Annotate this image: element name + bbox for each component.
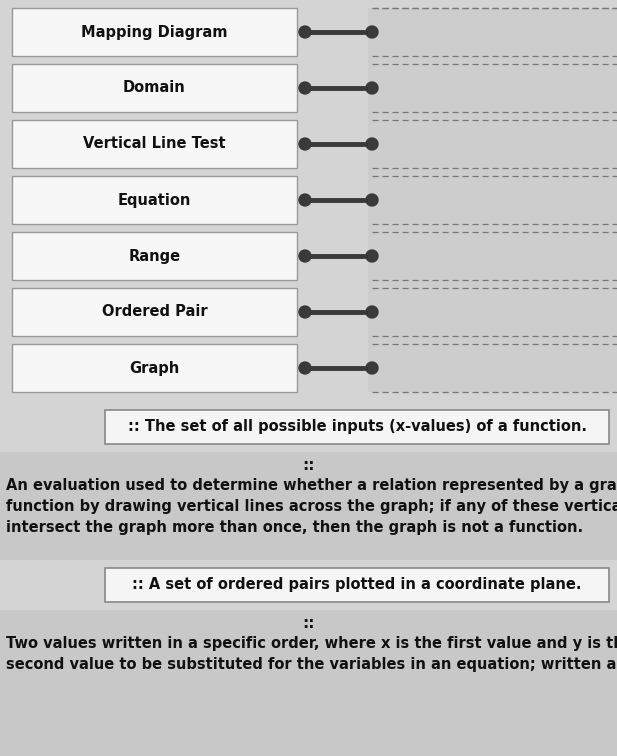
Bar <box>0 610 617 756</box>
Text: Graph: Graph <box>130 361 180 376</box>
Bar <box>12 120 297 168</box>
Circle shape <box>366 250 378 262</box>
Bar <box>105 410 609 444</box>
Text: ::: :: <box>302 457 315 472</box>
Bar <box>12 344 297 392</box>
Circle shape <box>366 26 378 38</box>
Circle shape <box>299 138 311 150</box>
Circle shape <box>366 362 378 374</box>
Bar <box>368 8 617 392</box>
Text: ::: :: <box>302 615 315 631</box>
Text: Two values written in a specific order, where x is the first value and y is the
: Two values written in a specific order, … <box>6 636 617 672</box>
Text: Equation: Equation <box>118 193 191 207</box>
Circle shape <box>366 82 378 94</box>
Text: Vertical Line Test: Vertical Line Test <box>83 137 226 151</box>
Bar <box>12 64 297 112</box>
Circle shape <box>299 26 311 38</box>
Bar <box>105 568 609 602</box>
Text: Mapping Diagram: Mapping Diagram <box>81 24 228 39</box>
Circle shape <box>299 82 311 94</box>
Bar <box>12 176 297 224</box>
Text: Ordered Pair: Ordered Pair <box>102 305 207 320</box>
Circle shape <box>366 306 378 318</box>
Text: An evaluation used to determine whether a relation represented by a graph
functi: An evaluation used to determine whether … <box>6 478 617 535</box>
Bar <box>12 288 297 336</box>
Text: :: A set of ordered pairs plotted in a coordinate plane.: :: A set of ordered pairs plotted in a c… <box>132 578 582 593</box>
Bar <box>12 8 297 56</box>
Text: :: The set of all possible inputs (x-values) of a function.: :: The set of all possible inputs (x-val… <box>128 420 587 435</box>
Bar <box>0 452 617 560</box>
Circle shape <box>299 194 311 206</box>
Circle shape <box>299 306 311 318</box>
Circle shape <box>366 138 378 150</box>
Circle shape <box>299 250 311 262</box>
Bar <box>12 232 297 280</box>
Text: Domain: Domain <box>123 80 186 95</box>
Circle shape <box>366 194 378 206</box>
Text: Range: Range <box>128 249 181 264</box>
Circle shape <box>299 362 311 374</box>
